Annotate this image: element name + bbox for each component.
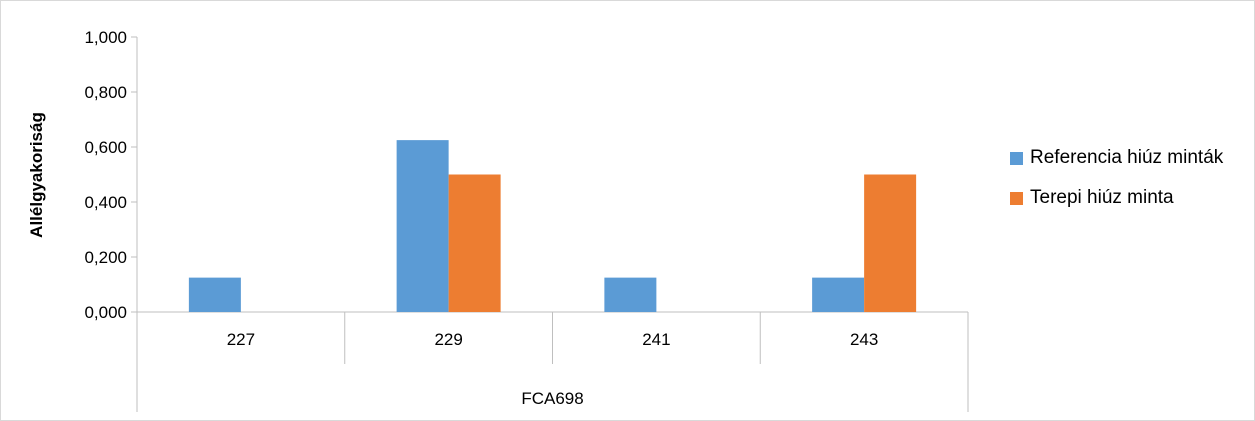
- y-tick-label: 0,600: [84, 138, 127, 157]
- y-tick-label: 0,200: [84, 248, 127, 267]
- axes: [131, 36, 969, 412]
- x-tick-label: 243: [850, 330, 878, 349]
- y-tick-label: 0,800: [84, 83, 127, 102]
- legend-swatch-field: [1010, 192, 1023, 205]
- legend-swatch-reference: [1010, 152, 1023, 165]
- bar-reference-229: [396, 140, 449, 312]
- x-group-label: FCA698: [521, 389, 583, 408]
- y-tick-label: 0,400: [84, 193, 127, 212]
- labels: 0,000 0,200 0,400 0,600 0,800 1,000 227 229 241 2…: [84, 28, 878, 408]
- legend-label-field: Terepi hiúz minta: [1030, 187, 1174, 208]
- legend-item-field: Terepi hiúz minta: [1010, 185, 1240, 211]
- x-tick-label: 241: [642, 330, 670, 349]
- bar-field-229: [448, 174, 501, 312]
- bar-reference-241: [604, 277, 657, 312]
- bar-reference-227: [188, 277, 241, 312]
- x-tick-label: 227: [227, 330, 255, 349]
- legend-label-reference: Referencia hiúz minták: [1030, 147, 1224, 168]
- y-tick-label: 1,000: [84, 28, 127, 47]
- bar-field-243: [864, 174, 917, 312]
- bar-reference-243: [812, 277, 865, 312]
- bars: [188, 140, 917, 312]
- legend-item-reference: Referencia hiúz minták: [1010, 145, 1240, 171]
- y-tick-label: 0,000: [84, 303, 127, 322]
- legend: Referencia hiúz minták Terepi hiúz minta: [1010, 145, 1240, 225]
- y-axis-label: Allélgyakoriság: [27, 112, 46, 238]
- x-tick-label: 229: [434, 330, 462, 349]
